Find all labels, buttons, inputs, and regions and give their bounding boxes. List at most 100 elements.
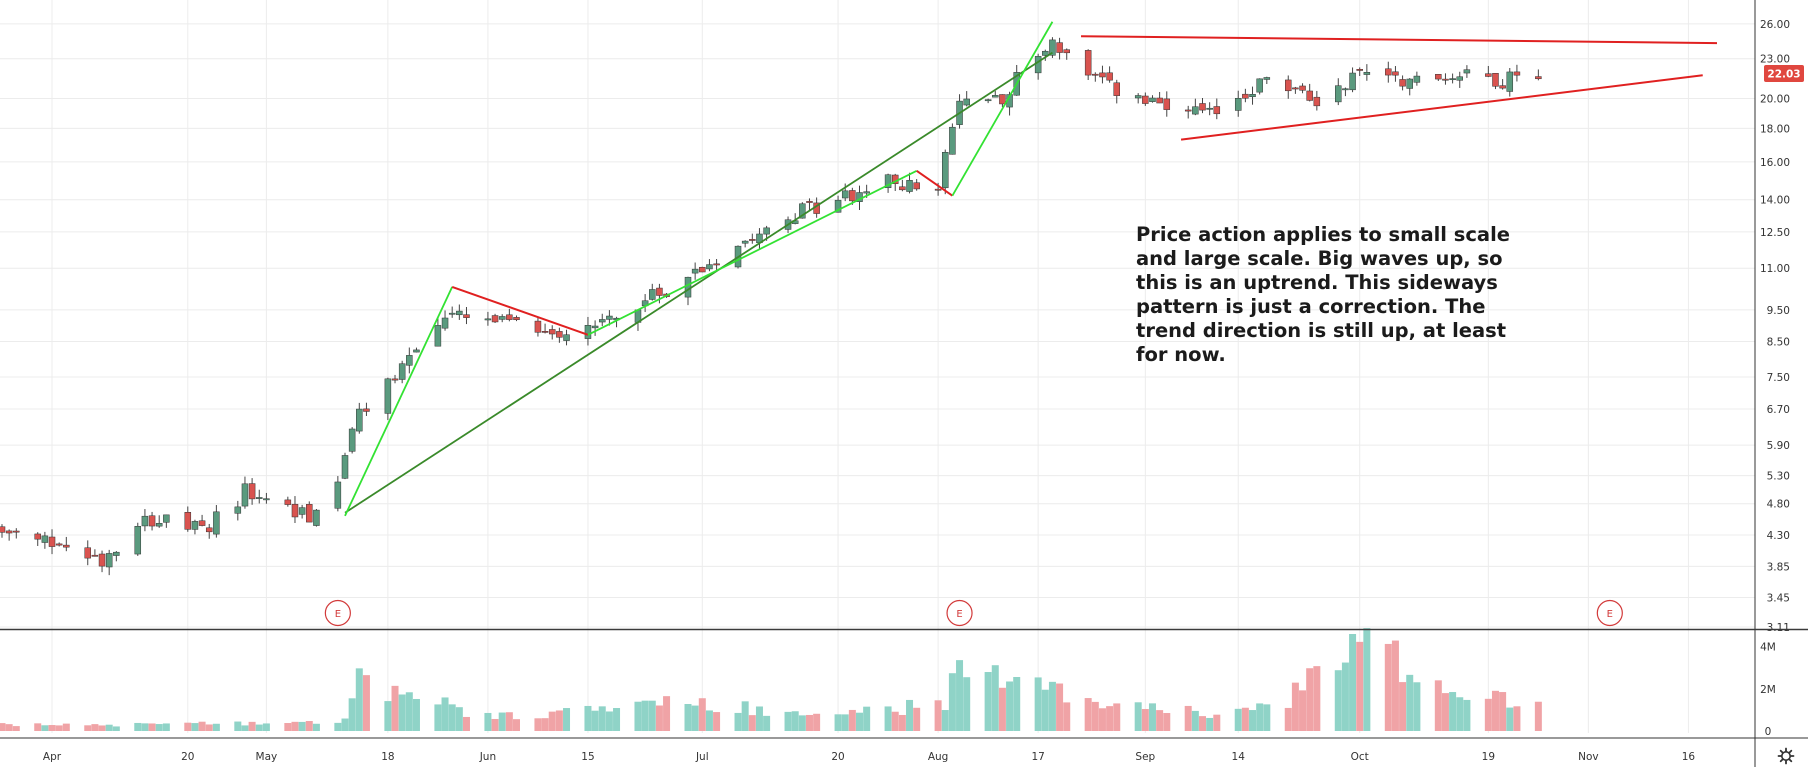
- candle-up: [741, 240, 749, 244]
- volume-bar-up: [455, 707, 463, 731]
- volume-bar-down: [848, 709, 856, 731]
- price-tick-label: 9.50: [1767, 305, 1790, 317]
- volume-bar-down: [98, 725, 106, 731]
- volume-bar-down: [748, 715, 756, 731]
- price-tick-label: 6.70: [1767, 404, 1790, 416]
- candle-up: [334, 481, 342, 509]
- candle-down: [284, 499, 292, 505]
- volume-bar-down: [1098, 708, 1106, 731]
- candle-down: [548, 329, 556, 335]
- volume-bar-down: [898, 714, 906, 731]
- volume-bar-up: [1363, 628, 1371, 731]
- volume-bar-down: [1534, 701, 1542, 731]
- candle-down: [1242, 93, 1249, 99]
- candle-down: [0, 526, 6, 533]
- candle-up: [599, 319, 606, 323]
- candle-up: [1049, 39, 1056, 56]
- volume-bar-down: [513, 719, 520, 731]
- candle-up: [141, 515, 149, 527]
- volume-bar-up: [134, 722, 142, 731]
- volume-bar-down: [491, 718, 499, 731]
- annotation-line-5: trend direction is still up, at least: [1136, 319, 1506, 342]
- candle-down: [656, 287, 663, 296]
- volume-bar-down: [1434, 680, 1442, 731]
- candle-down: [1292, 87, 1299, 90]
- candle-up: [649, 289, 656, 300]
- candle-up: [949, 126, 956, 155]
- time-tick-label: 14: [1232, 751, 1246, 763]
- volume-bar-up: [641, 700, 649, 731]
- candle-up: [1234, 97, 1242, 111]
- candle-down: [1435, 74, 1442, 80]
- candle-up: [992, 95, 999, 98]
- candle-up: [134, 526, 142, 555]
- trend-line-red-line: [451, 285, 589, 336]
- price-tick-label: 5.90: [1767, 440, 1790, 452]
- volume-bar-up: [863, 706, 871, 731]
- volume-tick-label: 0: [1765, 726, 1772, 738]
- candle-down: [13, 530, 20, 533]
- volume-bar-down: [84, 725, 92, 731]
- volume-bar-down: [548, 711, 556, 731]
- volume-bar-down: [5, 724, 13, 731]
- candle-up: [563, 334, 570, 341]
- candle-up: [606, 315, 613, 320]
- candle-up: [406, 355, 413, 366]
- trend-line-dark-trend: [344, 51, 1053, 514]
- volume-bar-up: [906, 699, 914, 731]
- candle-down: [248, 483, 256, 500]
- volume-bar-up: [984, 672, 992, 731]
- volume-bar-up: [784, 711, 792, 731]
- candle-up: [348, 428, 356, 452]
- volume-bar-up: [1256, 703, 1264, 731]
- candle-up: [234, 506, 242, 514]
- volume-bar-up: [563, 708, 571, 731]
- volume-bar-up: [484, 712, 492, 731]
- volume-bar-down: [1106, 706, 1114, 731]
- candle-down: [198, 520, 206, 526]
- volume-bar-down: [1156, 710, 1164, 731]
- candle-up: [1249, 94, 1256, 98]
- volume-bar-up: [734, 712, 742, 731]
- candle-down: [148, 515, 156, 527]
- volume-bar-up: [405, 692, 413, 731]
- settings-icon[interactable]: [1777, 747, 1795, 765]
- candle-up: [1456, 76, 1463, 81]
- trend-line-red-line: [916, 170, 953, 197]
- volume-bar-up: [1134, 702, 1142, 731]
- candle-up: [763, 227, 770, 235]
- candle-down: [899, 186, 906, 191]
- volume-bar-up: [384, 701, 392, 731]
- candle-up: [213, 511, 220, 535]
- candle-down: [1063, 49, 1070, 54]
- price-tick-label: 11.00: [1760, 263, 1790, 275]
- volume-bar-down: [813, 713, 821, 731]
- volume-bar-up: [1449, 692, 1457, 731]
- time-tick-label: 17: [1031, 751, 1044, 763]
- volume-bar-up: [856, 712, 863, 731]
- candle-down: [463, 314, 470, 318]
- volume-bar-down: [34, 723, 42, 731]
- price-tick-label: 20.00: [1760, 93, 1790, 105]
- volume-bar-up: [584, 705, 592, 731]
- annotation-line-2: and large scale. Big waves up, so: [1136, 247, 1503, 270]
- candle-up: [1134, 95, 1142, 99]
- volume-bar-down: [48, 725, 56, 731]
- volume-bar-down: [1299, 690, 1307, 731]
- volume-bar-up: [841, 714, 849, 731]
- candle-down: [34, 533, 41, 540]
- price-tick-label: 7.50: [1767, 372, 1790, 384]
- volume-bar-down: [1141, 709, 1149, 731]
- candle-down: [84, 547, 91, 559]
- volume-bar-up: [1506, 707, 1514, 731]
- volume-bar-up: [334, 722, 342, 731]
- candle-up: [1256, 78, 1263, 93]
- volume-bar-down: [891, 711, 899, 731]
- price-tick-label: 4.80: [1767, 499, 1790, 511]
- volume-bar-down: [1284, 707, 1292, 731]
- volume-bar-up: [262, 723, 270, 731]
- candle-up: [434, 325, 442, 347]
- volume-bar-up: [155, 724, 163, 731]
- volume-bar-down: [1163, 713, 1171, 731]
